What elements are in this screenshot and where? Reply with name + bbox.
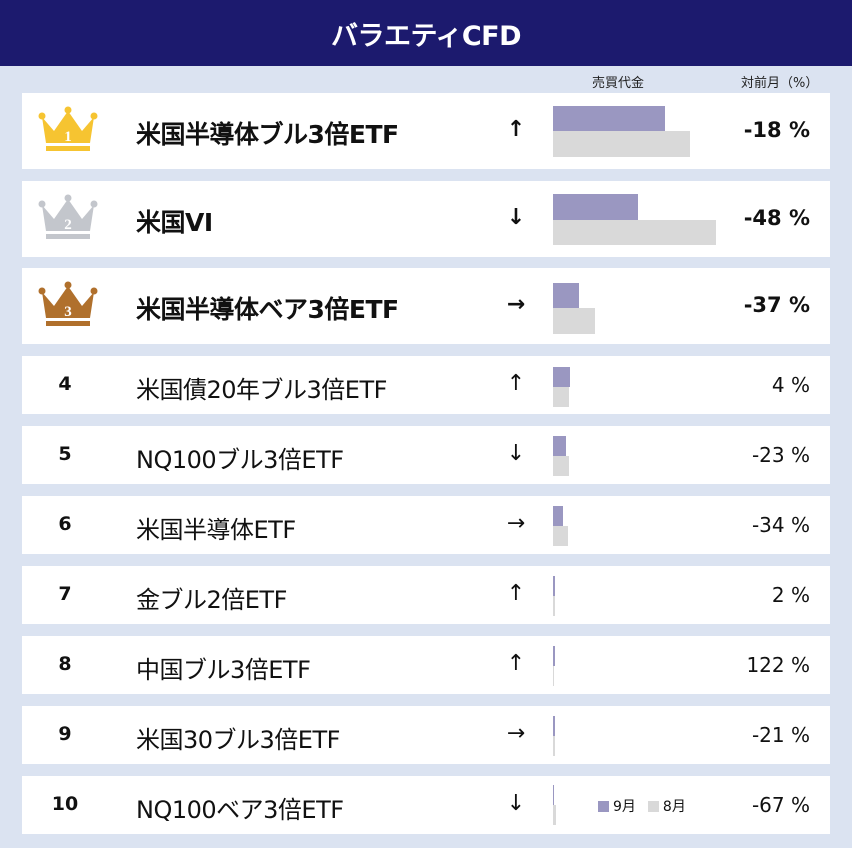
legend-swatch-august xyxy=(647,800,659,812)
legend-label: 9月 xyxy=(613,799,636,815)
silver-crown-icon: 2 xyxy=(38,194,98,239)
bar-august xyxy=(553,736,555,756)
trend-down-icon: ↓ xyxy=(506,791,526,816)
ranking-row-3: 3 米国半導体ベア3倍ETF → -37 % xyxy=(22,268,830,344)
trend-up-icon: ↑ xyxy=(506,651,526,676)
change-percent: 2 % xyxy=(771,583,810,607)
bar-august xyxy=(553,526,568,546)
ranking-row-6: 6 米国半導体ETF → -34 % xyxy=(22,496,830,554)
change-percent: -21 % xyxy=(751,723,810,747)
change-percent: -67 % xyxy=(751,793,810,817)
bar-september xyxy=(553,194,638,220)
change-percent: 4 % xyxy=(771,373,810,397)
product-name: 米国半導体ETF xyxy=(136,516,296,544)
rank-number: 9 xyxy=(58,723,72,745)
ranking-row-10: 10 NQ100ベア3倍ETF ↓ 9月 8月 -67 % xyxy=(22,776,830,834)
rank-number: 10 xyxy=(51,793,79,815)
trend-down-icon: ↓ xyxy=(506,205,526,230)
bar-september xyxy=(553,646,555,666)
ranking-row-7: 7 金ブル2倍ETF ↑ 2 % xyxy=(22,566,830,624)
bar-september xyxy=(553,106,665,131)
bar-august xyxy=(553,596,555,616)
header-banner: バラエティCFD xyxy=(0,0,852,66)
column-header-change: 対前月（%） xyxy=(741,76,819,91)
ranking-row-9: 9 米国30ブル3倍ETF → -21 % xyxy=(22,706,830,764)
product-name: NQ100ベア3倍ETF xyxy=(136,796,344,824)
change-percent: -34 % xyxy=(751,513,810,537)
legend-swatch-september xyxy=(598,800,609,812)
change-percent: -18 % xyxy=(743,118,810,142)
product-name: 中国ブル3倍ETF xyxy=(136,656,311,684)
change-percent: -23 % xyxy=(751,443,810,467)
bronze-crown-icon: 3 xyxy=(38,281,98,326)
rank-number: 5 xyxy=(58,443,72,465)
change-percent: -37 % xyxy=(743,293,810,317)
bar-august xyxy=(553,308,595,334)
page-title: バラエティCFD xyxy=(330,20,522,52)
trend-up-icon: ↑ xyxy=(506,117,526,142)
product-name: 米国VI xyxy=(136,208,213,237)
trend-flat-icon: → xyxy=(506,511,526,536)
rank-number: 7 xyxy=(58,583,72,605)
product-name: 米国30ブル3倍ETF xyxy=(136,726,340,754)
legend-item-august: 8月 xyxy=(647,796,686,816)
trend-up-icon: ↑ xyxy=(506,371,526,396)
ranking-row-2: 2 米国VI ↓ -48 % xyxy=(22,181,830,257)
bar-august xyxy=(553,220,716,245)
rank-number: 4 xyxy=(58,373,72,395)
bar-september xyxy=(553,785,554,805)
ranking-row-5: 5 NQ100ブル3倍ETF ↓ -23 % xyxy=(22,426,830,484)
bar-september xyxy=(553,436,566,456)
svg-text:2: 2 xyxy=(64,217,72,233)
ranking-row-8: 8 中国ブル3倍ETF ↑ 122 % xyxy=(22,636,830,694)
product-name: 米国半導体ブル3倍ETF xyxy=(136,120,399,149)
legend-label: 8月 xyxy=(662,799,686,815)
legend-item-september: 9月 xyxy=(598,796,636,816)
change-percent: -48 % xyxy=(743,206,810,230)
ranking-row-1: 1 米国半導体ブル3倍ETF ↑ -18 % xyxy=(22,93,830,169)
product-name: NQ100ブル3倍ETF xyxy=(136,446,344,474)
change-percent: 122 % xyxy=(746,653,810,677)
bar-august xyxy=(553,131,690,157)
trend-up-icon: ↑ xyxy=(506,581,526,606)
bar-august xyxy=(553,387,569,407)
bar-september xyxy=(553,367,570,387)
svg-text:3: 3 xyxy=(64,304,72,320)
product-name: 米国半導体ベア3倍ETF xyxy=(136,295,399,324)
rank-number: 8 xyxy=(58,653,72,675)
bar-august xyxy=(553,666,554,686)
svg-text:1: 1 xyxy=(64,129,72,145)
column-header-amount: 売買代金 xyxy=(592,76,645,91)
bar-september xyxy=(553,576,555,596)
product-name: 金ブル2倍ETF xyxy=(136,586,287,614)
bar-august xyxy=(553,456,569,476)
bar-august xyxy=(553,805,556,825)
bar-september xyxy=(553,506,563,526)
trend-flat-icon: → xyxy=(506,292,526,317)
bar-september xyxy=(553,716,555,736)
bar-september xyxy=(553,283,579,308)
trend-down-icon: ↓ xyxy=(506,441,526,466)
gold-crown-icon: 1 xyxy=(38,106,98,151)
product-name: 米国債20年ブル3倍ETF xyxy=(136,376,387,404)
chart-legend: 9月 8月 xyxy=(598,796,694,816)
rank-number: 6 xyxy=(58,513,72,535)
ranking-row-4: 4 米国債20年ブル3倍ETF ↑ 4 % xyxy=(22,356,830,414)
trend-flat-icon: → xyxy=(506,721,526,746)
